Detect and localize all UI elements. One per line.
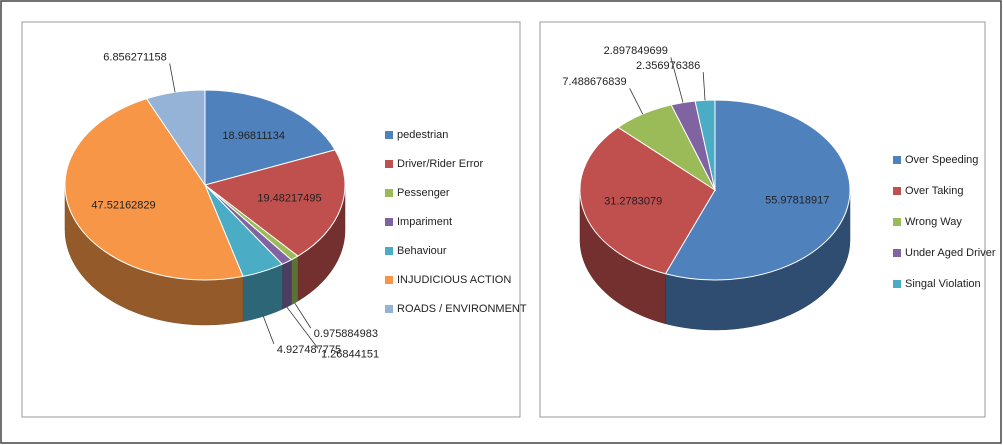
leader-line <box>169 63 176 93</box>
legend-label: INJUDICIOUS ACTION <box>397 274 511 286</box>
pie-slice-side <box>282 259 292 310</box>
legend-label: Impariment <box>397 216 452 228</box>
legend-label: Under Aged Driver <box>905 247 996 259</box>
data-label: 2.897849699 <box>604 45 668 57</box>
leader-line <box>629 88 644 115</box>
leader-line <box>702 72 706 101</box>
data-label: 31.2783079 <box>604 196 662 208</box>
pie-slice <box>664 99 851 281</box>
data-label: 55.97818917 <box>765 194 829 206</box>
pie-slice <box>204 89 336 186</box>
legend-swatch <box>385 189 393 197</box>
pie-slice <box>579 126 716 275</box>
legend-swatch <box>893 218 901 226</box>
data-label: 4.927487775 <box>277 344 341 356</box>
legend-swatch <box>385 305 393 313</box>
legend-swatch <box>385 247 393 255</box>
data-label: 7.488676839 <box>562 76 626 88</box>
data-label: 6.856271158 <box>103 51 166 63</box>
legend-label: Wrong Way <box>905 216 962 228</box>
data-label: 1.26844151 <box>321 348 379 360</box>
legend-label: Singal Violation <box>905 278 981 290</box>
legend-swatch <box>893 187 901 195</box>
legend-label: Driver/Rider Error <box>397 158 484 170</box>
leader-line <box>294 302 312 329</box>
leader-line <box>262 316 275 345</box>
leader-line <box>670 57 684 103</box>
legend-swatch <box>385 276 393 284</box>
legend-label: Over Taking <box>905 185 964 197</box>
legend-label: pedestrian <box>397 129 448 141</box>
legend-swatch <box>385 131 393 139</box>
legend-label: Over Speeding <box>905 154 978 166</box>
legend-swatch <box>385 218 393 226</box>
legend-swatch <box>893 156 901 164</box>
legend-swatch <box>893 249 901 257</box>
pie-slice <box>145 89 206 187</box>
legend-label: Pessenger <box>397 187 450 199</box>
data-label: 18.96811134 <box>222 130 285 142</box>
data-label: 0.975884983 <box>314 328 378 340</box>
pie-slice <box>203 149 346 257</box>
data-label: 19.48217495 <box>257 193 321 205</box>
data-label: 2.356976386 <box>636 60 700 72</box>
leader-line <box>286 306 319 349</box>
pie-slice-side <box>291 255 299 306</box>
pie-slice <box>64 98 244 281</box>
legend-label: Behaviour <box>397 245 447 257</box>
legend-swatch <box>385 160 393 168</box>
legend-swatch <box>893 280 901 288</box>
legend-label: ROADS / ENVIRONMENT <box>397 303 527 315</box>
data-label: 47.52162829 <box>91 199 155 211</box>
